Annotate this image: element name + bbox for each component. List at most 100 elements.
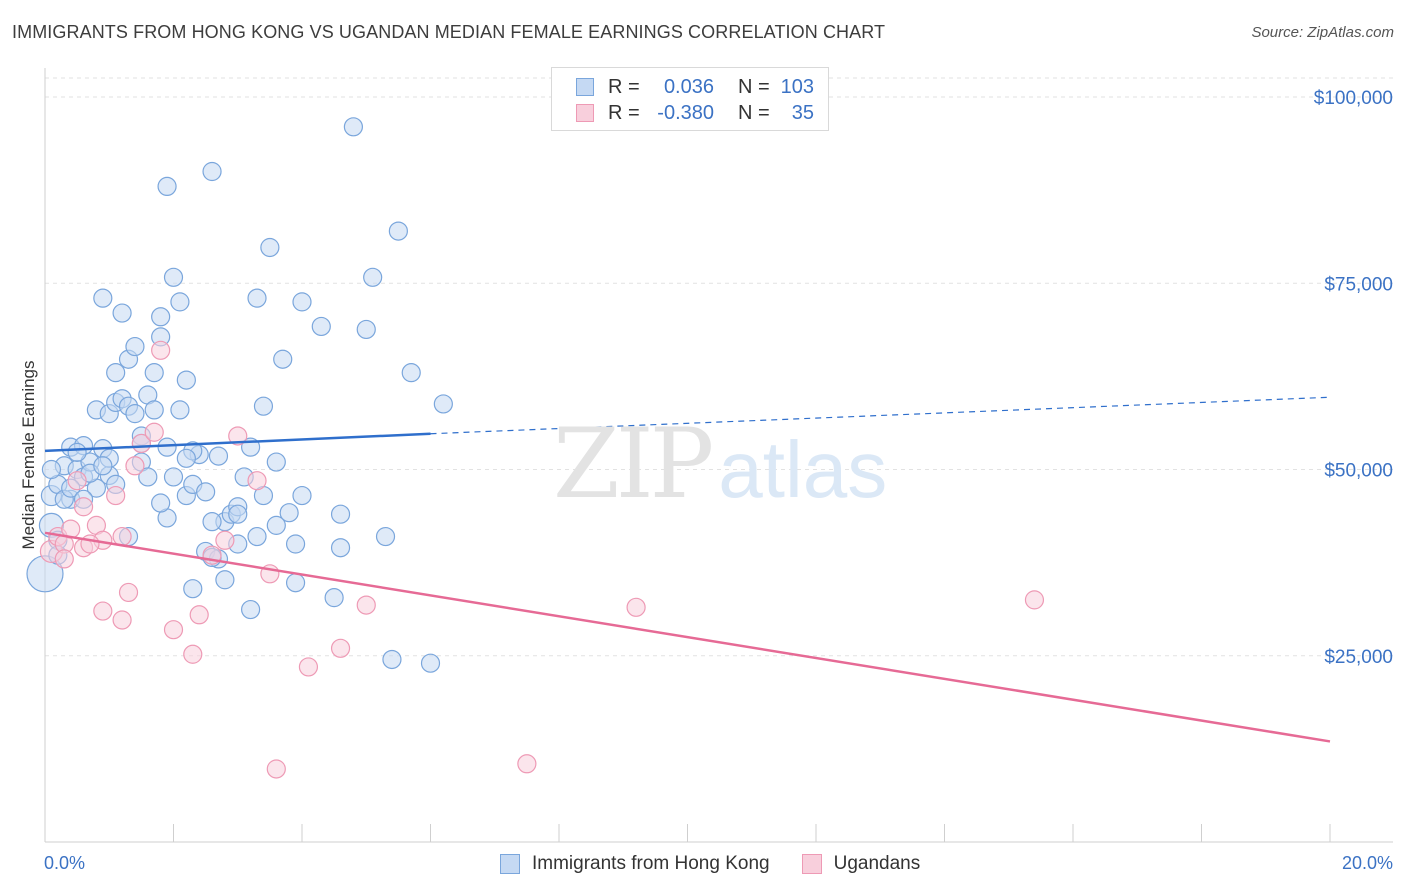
- n-value: 103: [780, 75, 814, 98]
- y-axis-label: Median Female Earnings: [19, 361, 38, 550]
- hong-kong-point: [144, 400, 164, 420]
- correlation-legend: R = 0.036 N = 103 R = -0.380 N = 35: [551, 67, 829, 131]
- hong-kong-point: [157, 437, 177, 457]
- hong-kong-point: [266, 452, 286, 472]
- ugandan-point: [54, 549, 74, 569]
- ugandan-point: [106, 485, 126, 506]
- legend-swatch-blue: [500, 854, 520, 874]
- ugandan-point: [215, 530, 235, 550]
- series-legend: Immigrants from Hong Kong Ugandans: [500, 853, 952, 875]
- watermark-atlas: atlas: [718, 425, 888, 514]
- legend-swatch-pink: [576, 104, 594, 122]
- hong-kong-point: [375, 526, 396, 547]
- hong-kong-point: [285, 573, 306, 593]
- hong-kong-point: [433, 394, 453, 414]
- hong-kong-point: [420, 653, 441, 673]
- r-value: 0.036: [663, 75, 714, 98]
- ugandan-point: [356, 595, 376, 615]
- hong-kong-point: [260, 237, 280, 258]
- ugandan-point: [80, 534, 100, 554]
- ugandan-point: [626, 597, 646, 617]
- y-tick-label: $25,000: [1324, 647, 1393, 668]
- hong-kong-point: [324, 588, 344, 608]
- hong-kong-trend-line: [44, 432, 431, 453]
- n-label: N =: [738, 101, 770, 124]
- hong-kong-point: [253, 396, 274, 416]
- hong-kong-point: [157, 176, 177, 196]
- ugandan-point: [125, 456, 145, 476]
- watermark-zip: ZIP: [553, 408, 714, 520]
- hong-kong-point: [241, 599, 261, 620]
- ugandan-point: [73, 497, 94, 517]
- ugandan-point: [144, 422, 164, 442]
- hong-kong-point: [202, 161, 222, 182]
- ugandan-point: [112, 526, 132, 547]
- hong-kong-point: [163, 467, 184, 487]
- ugandan-point: [330, 638, 351, 658]
- r-value: -0.380: [657, 101, 714, 124]
- hong-kong-point: [138, 467, 158, 487]
- ugandan-point: [189, 605, 209, 625]
- hong-kong-point: [279, 503, 299, 523]
- hong-kong-point: [125, 404, 145, 424]
- hong-kong-point: [93, 288, 113, 308]
- hong-kong-point: [266, 515, 286, 535]
- hong-kong-point: [388, 221, 408, 241]
- legend-row-ugandans: R = -0.380 N = 35: [576, 101, 814, 125]
- hong-kong-point: [106, 363, 126, 383]
- ugandan-point: [163, 620, 184, 640]
- chart-title: IMMIGRANTS FROM HONG KONG VS UGANDAN MED…: [12, 22, 886, 42]
- legend-item-ugandans[interactable]: Ugandans: [801, 853, 920, 875]
- hong-kong-point: [382, 649, 402, 670]
- hong-kong-point: [228, 504, 248, 524]
- ugandan-point: [93, 601, 113, 621]
- hong-kong-point: [144, 363, 164, 383]
- n-value: 35: [791, 101, 814, 124]
- ugandan-point: [517, 754, 537, 774]
- source-label: Source: ZipAtlas.com: [1251, 24, 1394, 41]
- hong-kong-point: [330, 504, 351, 524]
- hong-kong-point: [292, 292, 312, 312]
- hong-kong-point: [163, 267, 184, 287]
- y-tick-label: $50,000: [1324, 461, 1393, 482]
- hong-kong-point: [183, 579, 203, 599]
- y-tick-label: $100,000: [1314, 88, 1393, 109]
- y-tick-label: $75,000: [1324, 274, 1393, 295]
- hong-kong-point: [215, 570, 235, 590]
- hong-kong-point: [208, 446, 229, 466]
- hong-kong-point: [112, 303, 132, 323]
- hong-kong-point: [356, 319, 376, 340]
- hong-kong-point: [247, 526, 267, 547]
- hong-kong-point: [330, 538, 351, 558]
- hong-kong-point: [401, 363, 421, 383]
- hong-kong-point: [151, 493, 171, 513]
- ugandan-point: [112, 610, 132, 630]
- legend-item-hong-kong[interactable]: Immigrants from Hong Kong: [500, 853, 770, 875]
- ugandan-point: [67, 471, 87, 491]
- hong-kong-point: [170, 292, 190, 312]
- ugandan-point: [266, 759, 286, 779]
- hong-kong-point: [196, 482, 216, 502]
- ugandan-point: [228, 426, 248, 446]
- legend-swatch-pink: [801, 854, 822, 874]
- r-label: R =: [608, 101, 640, 124]
- hong-kong-point: [176, 370, 196, 390]
- legend-label: Immigrants from Hong Kong: [532, 853, 770, 874]
- x-tick-label: 20.0%: [1342, 853, 1393, 873]
- ugandan-point: [247, 471, 267, 491]
- legend-swatch-blue: [576, 78, 594, 96]
- ugandan-trend-line: [44, 531, 1331, 743]
- hong-kong-point: [202, 512, 222, 532]
- hong-kong-point: [170, 400, 190, 420]
- hong-kong-point: [151, 307, 171, 327]
- ugandan-point: [151, 340, 171, 360]
- hong-kong-point: [93, 456, 113, 476]
- hong-kong-point: [292, 485, 312, 506]
- hong-kong-point: [311, 316, 331, 337]
- legend-row-hong-kong: R = 0.036 N = 103: [576, 75, 814, 99]
- n-label: N =: [738, 75, 770, 98]
- hong-kong-point: [176, 448, 196, 468]
- r-label: R =: [608, 75, 640, 98]
- hong-kong-point: [41, 459, 62, 480]
